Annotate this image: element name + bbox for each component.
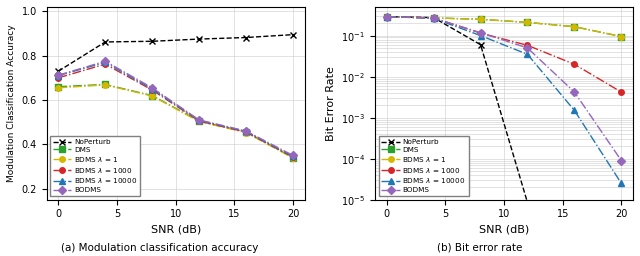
- Line: BDMS $\lambda$ = 1000: BDMS $\lambda$ = 1000: [384, 14, 624, 95]
- Line: BODMS: BODMS: [384, 14, 624, 163]
- BDMS $\lambda$ = 10000: [571, 109, 579, 112]
- NoPerturb: [430, 16, 438, 19]
- DMS: [289, 156, 297, 159]
- X-axis label: SNR (dB): SNR (dB): [479, 225, 529, 235]
- Line: BDMS $\lambda$ = 10000: BDMS $\lambda$ = 10000: [384, 14, 624, 186]
- DMS: [477, 18, 484, 21]
- NoPerturb: [524, 201, 531, 204]
- Y-axis label: Bit Error Rate: Bit Error Rate: [326, 66, 335, 141]
- Line: BODMS: BODMS: [56, 58, 296, 158]
- BDMS $\lambda$ = 10000: [477, 34, 484, 37]
- BDMS $\lambda$ = 1: [148, 94, 156, 98]
- BDMS $\lambda$ = 1: [618, 35, 625, 38]
- BDMS $\lambda$ = 10000: [195, 119, 203, 122]
- BDMS $\lambda$ = 1000: [54, 76, 62, 79]
- BDMS $\lambda$ = 10000: [618, 182, 625, 185]
- X-axis label: SNR (dB): SNR (dB): [150, 225, 201, 235]
- Line: BDMS $\lambda$ = 10000: BDMS $\lambda$ = 10000: [56, 60, 296, 159]
- BODMS: [289, 154, 297, 157]
- Line: BDMS $\lambda$ = 1: BDMS $\lambda$ = 1: [384, 14, 624, 39]
- BDMS $\lambda$ = 10000: [54, 74, 62, 77]
- DMS: [430, 16, 438, 19]
- BODMS: [524, 46, 531, 49]
- BDMS $\lambda$ = 1000: [430, 16, 438, 19]
- NoPerturb: [195, 38, 203, 41]
- Y-axis label: Modulation Classification Accuracy: Modulation Classification Accuracy: [7, 25, 16, 182]
- NoPerturb: [571, 201, 579, 204]
- BDMS $\lambda$ = 1: [430, 16, 438, 19]
- BODMS: [101, 60, 109, 63]
- DMS: [54, 85, 62, 88]
- Text: (a) Modulation classification accuracy: (a) Modulation classification accuracy: [61, 243, 259, 253]
- BODMS: [148, 86, 156, 89]
- DMS: [571, 25, 579, 28]
- Line: BDMS $\lambda$ = 1: BDMS $\lambda$ = 1: [56, 82, 296, 161]
- BDMS $\lambda$ = 1000: [148, 89, 156, 92]
- BDMS $\lambda$ = 10000: [383, 15, 390, 18]
- BDMS $\lambda$ = 10000: [101, 61, 109, 64]
- Text: (b) Bit error rate: (b) Bit error rate: [437, 243, 523, 253]
- DMS: [524, 21, 531, 24]
- BDMS $\lambda$ = 10000: [148, 87, 156, 90]
- BODMS: [477, 31, 484, 34]
- BDMS $\lambda$ = 1: [571, 25, 579, 28]
- BDMS $\lambda$ = 1000: [618, 91, 625, 94]
- BODMS: [54, 74, 62, 77]
- BODMS: [195, 118, 203, 121]
- BDMS $\lambda$ = 1000: [195, 120, 203, 123]
- NoPerturb: [383, 15, 390, 18]
- BDMS $\lambda$ = 1: [289, 156, 297, 159]
- BDMS $\lambda$ = 1000: [101, 62, 109, 66]
- BDMS $\lambda$ = 10000: [289, 155, 297, 158]
- BDMS $\lambda$ = 1000: [242, 131, 250, 134]
- Line: DMS: DMS: [384, 14, 624, 39]
- BODMS: [242, 130, 250, 133]
- DMS: [242, 131, 250, 134]
- NoPerturb: [289, 33, 297, 36]
- Line: DMS: DMS: [56, 82, 296, 160]
- BODMS: [618, 159, 625, 162]
- BDMS $\lambda$ = 1: [383, 15, 390, 18]
- BDMS $\lambda$ = 1: [477, 18, 484, 21]
- DMS: [148, 94, 156, 97]
- BDMS $\lambda$ = 1: [195, 120, 203, 123]
- BODMS: [571, 91, 579, 94]
- NoPerturb: [618, 201, 625, 204]
- Line: BDMS $\lambda$ = 1000: BDMS $\lambda$ = 1000: [56, 61, 296, 160]
- BDMS $\lambda$ = 10000: [242, 130, 250, 133]
- BDMS $\lambda$ = 1: [101, 83, 109, 87]
- BDMS $\lambda$ = 1: [524, 21, 531, 24]
- BODMS: [430, 17, 438, 20]
- Line: NoPerturb: NoPerturb: [55, 31, 296, 75]
- NoPerturb: [148, 40, 156, 43]
- Line: NoPerturb: NoPerturb: [383, 13, 625, 206]
- DMS: [101, 83, 109, 86]
- BDMS $\lambda$ = 10000: [524, 53, 531, 56]
- BDMS $\lambda$ = 1000: [571, 63, 579, 66]
- BDMS $\lambda$ = 10000: [430, 17, 438, 20]
- NoPerturb: [101, 40, 109, 44]
- BDMS $\lambda$ = 1000: [383, 15, 390, 18]
- NoPerturb: [54, 70, 62, 73]
- BDMS $\lambda$ = 1000: [289, 156, 297, 159]
- BODMS: [383, 15, 390, 18]
- BDMS $\lambda$ = 1000: [524, 44, 531, 47]
- BDMS $\lambda$ = 1: [54, 86, 62, 89]
- DMS: [195, 120, 203, 123]
- Legend: NoPerturb, DMS, BDMS $\lambda$ = 1, BDMS $\lambda$ = 1000, BDMS $\lambda$ = 1000: NoPerturb, DMS, BDMS $\lambda$ = 1, BDMS…: [50, 136, 140, 196]
- BDMS $\lambda$ = 1: [242, 131, 250, 134]
- Legend: NoPerturb, DMS, BDMS $\lambda$ = 1, BDMS $\lambda$ = 1000, BDMS $\lambda$ = 1000: NoPerturb, DMS, BDMS $\lambda$ = 1, BDMS…: [379, 136, 468, 196]
- NoPerturb: [242, 36, 250, 39]
- DMS: [383, 15, 390, 18]
- NoPerturb: [477, 43, 484, 46]
- DMS: [618, 35, 625, 38]
- BDMS $\lambda$ = 1000: [477, 31, 484, 35]
